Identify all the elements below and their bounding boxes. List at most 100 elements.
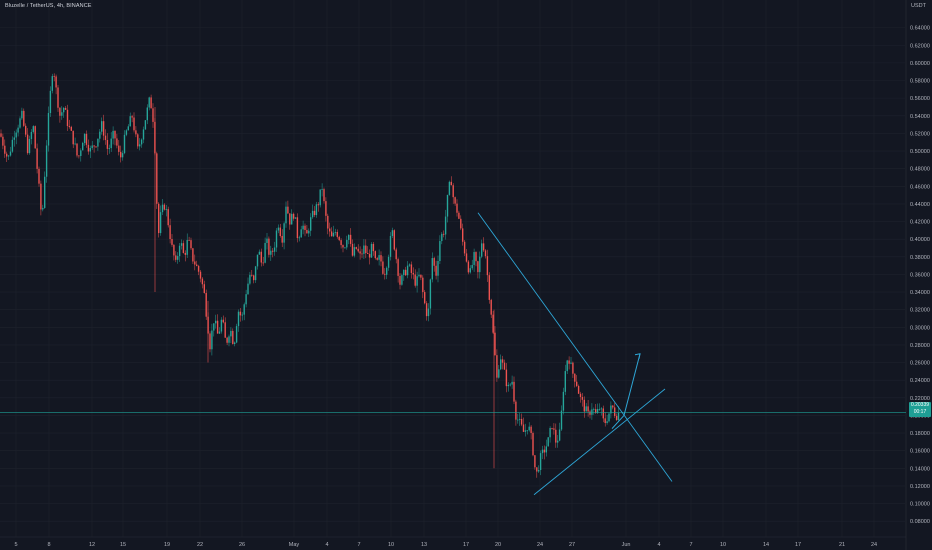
candle-body (254, 266, 257, 281)
price-tick-label: 0.54000 (910, 114, 930, 120)
candle-body (564, 371, 566, 392)
price-tick-label: 0.56000 (910, 96, 930, 102)
candle-body (30, 131, 33, 140)
candle-body (431, 258, 433, 280)
candle-body (26, 134, 29, 154)
candle-body (604, 418, 606, 424)
candle-body (13, 137, 15, 140)
candle-body (283, 223, 285, 243)
candle-body (313, 210, 316, 216)
candle-body (171, 239, 173, 245)
candle-body (365, 245, 367, 254)
candle-body (500, 359, 502, 370)
candle-body (222, 319, 224, 323)
candle-body (614, 407, 616, 416)
candle-body (285, 206, 287, 224)
time-tick-label: 19 (164, 542, 170, 548)
candle-body (357, 248, 359, 252)
symbol-title[interactable]: Bluzelle / TetherUS, 4h, BINANCE (5, 3, 92, 9)
candle-body (19, 118, 21, 128)
candle-body (319, 189, 321, 206)
candle-body (528, 426, 530, 431)
candle-body (146, 107, 148, 121)
candle-body (275, 230, 278, 248)
candle-body (137, 134, 139, 147)
candle-body (420, 274, 422, 278)
candle-body (370, 243, 373, 258)
candle-body (513, 381, 515, 402)
candle-body (452, 185, 454, 198)
candle-body (188, 239, 190, 241)
candle-body (557, 440, 559, 443)
candle-body (439, 241, 441, 262)
candle-body (218, 331, 221, 334)
candle-body (519, 418, 521, 420)
price-tick-label: 0.24000 (910, 378, 930, 384)
candle-body (412, 272, 414, 275)
candle-body (21, 110, 23, 119)
candle-body (118, 145, 120, 152)
candle-body (344, 247, 346, 249)
candle-body (129, 116, 131, 127)
candle-body (243, 304, 245, 315)
time-tick-label: 10 (720, 542, 726, 548)
time-axis-strip (0, 537, 932, 550)
candle-body (484, 250, 487, 257)
price-tick-label: 0.62000 (910, 43, 930, 49)
candle-body (201, 278, 204, 285)
candle-body (9, 151, 12, 156)
price-tick-label: 0.50000 (910, 149, 930, 155)
candle-body (220, 319, 223, 332)
candle-body (424, 292, 426, 304)
time-tick-label: 15 (120, 542, 126, 548)
candle-body (224, 322, 226, 338)
candle-body (522, 424, 525, 432)
candle-body (391, 230, 394, 237)
candle-body (32, 126, 34, 132)
candle-body (405, 269, 407, 276)
candle-body (346, 239, 348, 248)
candle-body (589, 411, 591, 415)
candle-body (28, 139, 31, 154)
candle-body (403, 269, 405, 276)
time-tick-label: May (289, 542, 300, 548)
candle-body (51, 76, 53, 91)
candle-body (4, 145, 6, 154)
candle-body (380, 255, 382, 262)
candle-body (492, 314, 494, 333)
candle-body (139, 144, 141, 147)
candle-body (112, 130, 114, 139)
candle-body (80, 150, 82, 156)
candle-body (612, 405, 614, 408)
candle-body (57, 87, 59, 108)
candle-body (422, 277, 424, 293)
price-tick-label: 0.38000 (910, 255, 930, 261)
price-tick-label: 0.30000 (910, 325, 930, 331)
candle-body (538, 470, 540, 472)
candle-body (338, 236, 340, 241)
candle-body (543, 449, 546, 453)
price-tick-label: 0.46000 (910, 184, 930, 190)
candle-body (329, 228, 331, 232)
time-tick-label: 7 (689, 542, 692, 548)
price-tick-label: 0.34000 (910, 290, 930, 296)
candle-body (61, 112, 63, 116)
price-tick-label: 0.12000 (910, 484, 930, 490)
candle-body (315, 204, 318, 216)
candle-body (135, 130, 137, 135)
candle-body (205, 292, 207, 317)
candle-body (308, 230, 310, 234)
candle-body (397, 259, 399, 276)
candle-body (368, 253, 371, 258)
candle-body (215, 320, 217, 324)
candle-body (256, 254, 259, 267)
candle-body (264, 242, 266, 263)
candle-body (53, 76, 55, 77)
candle-body (327, 215, 329, 229)
candle-body (463, 241, 466, 254)
candle-body (47, 113, 50, 146)
candle-body (433, 258, 435, 266)
candle-body (15, 132, 17, 138)
